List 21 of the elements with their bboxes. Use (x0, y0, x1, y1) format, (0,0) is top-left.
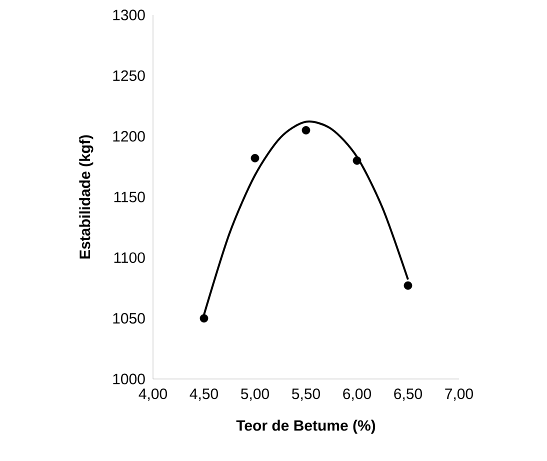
x-tick-label: 4,00 (138, 388, 168, 401)
x-axis-title: Teor de Betume (%) (236, 420, 376, 434)
y-tick-label: 1000 (113, 374, 145, 384)
x-tick-label: 6,50 (394, 388, 422, 401)
x-tick-label: 4,50 (190, 388, 218, 401)
point (302, 126, 310, 134)
x-tick-label: 5,00 (241, 388, 269, 401)
y-tick-label: 1150 (114, 192, 145, 202)
x-tick-label: 5,50 (292, 388, 320, 401)
x-tick-label: 7,00 (445, 388, 473, 401)
y-tick-label: 1250 (113, 70, 145, 81)
y-axis-title: Estabilidade (kgf) (79, 135, 94, 258)
y-tick-label: 1200 (113, 131, 145, 142)
y-tick-label: 1300 (113, 10, 145, 20)
point (250, 154, 260, 162)
y-tick-label: 1050 (113, 313, 145, 324)
point (404, 281, 412, 290)
point (200, 314, 208, 323)
point (352, 156, 362, 165)
y-tick-label: 1100 (114, 252, 145, 263)
x-tick-label: 6,00 (343, 388, 371, 401)
